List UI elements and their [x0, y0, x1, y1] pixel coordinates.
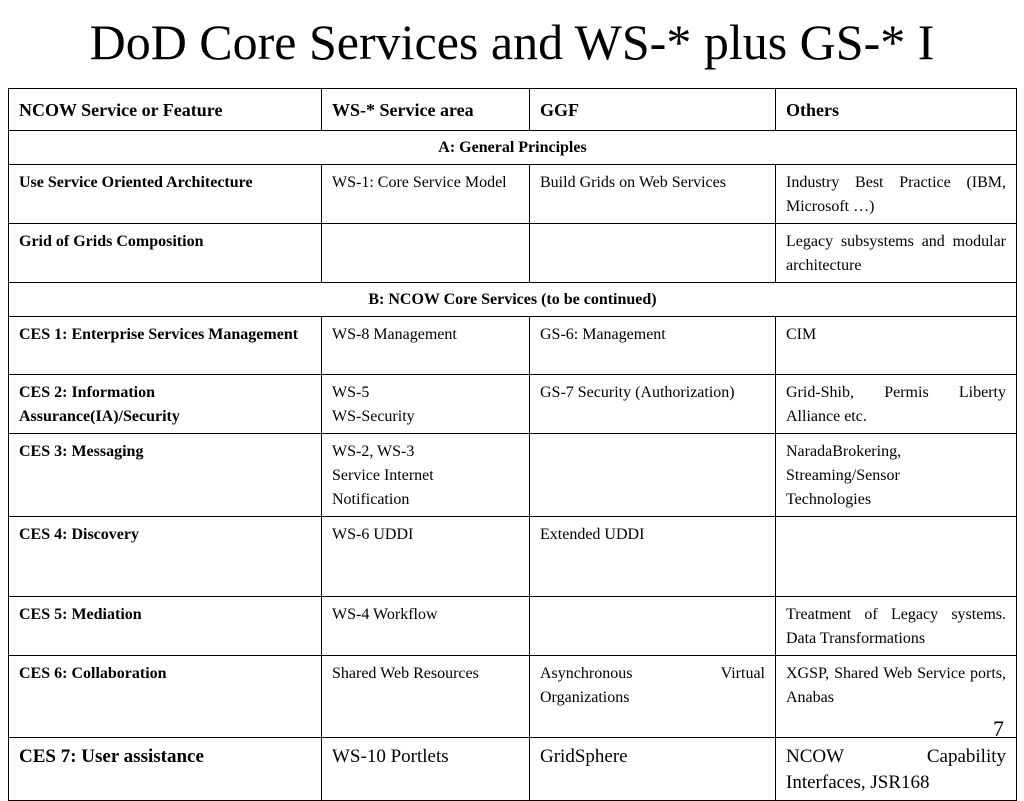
others-cell-line: Industry Best Practice (IBM, Microsoft ……: [786, 174, 1006, 215]
ggf-cell-line: GS-6: Management: [540, 326, 666, 343]
others-cell: [775, 516, 1017, 597]
others-cell: NaradaBrokering, Streaming/Sensor Technolo…: [775, 433, 1017, 517]
ws-cell: WS-5 WS-Security: [321, 374, 530, 434]
header-others: Others: [775, 88, 1017, 131]
others-cell: Grid-Shib, Permis Liberty Alliance etc.: [775, 374, 1017, 434]
ws-cell-line: Shared Web Resources: [332, 665, 479, 682]
ggf-cell: Build Grids on Web Services: [529, 164, 776, 224]
others-cell: XGSP, Shared Web Service ports, Anabas: [775, 655, 1017, 738]
ws-cell: WS-1: Core Service Model: [321, 164, 530, 224]
others-cell-line: NaradaBrokering,: [786, 443, 902, 460]
table-row: CES 5: Mediation WS-4 Workflow Treatment o…: [8, 596, 1017, 656]
ggf-cell: Asynchronous Virtual Organizations: [529, 655, 776, 738]
slide-title: DoD Core Services and WS-* plus GS-* I: [89, 14, 935, 70]
feature-cell: CES 1: Enterprise Services Management: [8, 316, 322, 375]
ggf-cell: [529, 223, 776, 283]
header-ggf: GGF: [529, 88, 776, 131]
ggf-cell: GS-6: Management: [529, 316, 776, 375]
section-row: B: NCOW Core Services (to be continued): [8, 282, 1017, 317]
ws-cell-line: WS-10 Portlets: [332, 746, 449, 767]
ws-cell-line: WS-4 Workflow: [332, 606, 438, 623]
others-cell-line: Technologies: [786, 491, 872, 508]
table-row: CES 2: Information Assurance(IA)/Securit…: [8, 374, 1017, 434]
ggf-cell: [529, 596, 776, 656]
others-cell-line: Grid-Shib, Permis Liberty Alliance etc.: [786, 384, 1006, 425]
others-cell-line: XGSP, Shared Web Service ports, Anabas: [786, 665, 1006, 706]
ggf-cell: GridSphere: [529, 737, 776, 801]
feature-cell: Grid of Grids Composition: [8, 223, 322, 283]
ggf-cell-line: Build Grids on Web Services: [540, 174, 726, 191]
others-cell-line: Treatment of Legacy systems. Data Transf…: [786, 606, 1006, 647]
section-heading: B: NCOW Core Services (to be continued): [8, 282, 1017, 317]
others-cell: Industry Best Practice (IBM, Microsoft ……: [775, 164, 1017, 224]
ggf-cell-line: GridSphere: [540, 746, 628, 767]
ws-cell: WS-6 UDDI: [321, 516, 530, 597]
feature-cell: CES 2: Information Assurance(IA)/Securit…: [8, 374, 322, 434]
ws-cell-line: WS-6 UDDI: [332, 526, 414, 543]
ggf-cell-line: Asynchronous Virtual Organizations: [540, 665, 765, 706]
table-row: CES 3: Messaging WS-2, WS-3 Service Intern…: [8, 433, 1017, 517]
services-table: NCOW Service or Feature WS-* Service are…: [8, 88, 1017, 801]
table-row: CES 6: Collaboration Shared Web Resources…: [8, 655, 1017, 738]
others-cell: Treatment of Legacy systems. Data Transf…: [775, 596, 1017, 656]
feature-cell: CES 7: User assistance: [8, 737, 322, 801]
section-heading: A: General Principles: [8, 130, 1017, 165]
ggf-cell: Extended UDDI: [529, 516, 776, 597]
feature-cell: CES 3: Messaging: [8, 433, 322, 517]
section-row: A: General Principles: [8, 130, 1017, 165]
table-row: CES 4: Discovery WS-6 UDDI Extended UDDI: [8, 516, 1017, 597]
table-row: Grid of Grids Composition Legacy subsyste…: [8, 223, 1017, 283]
others-cell: CIM: [775, 316, 1017, 375]
ws-cell-line: Notification: [332, 491, 410, 508]
header-row: NCOW Service or Feature WS-* Service are…: [8, 88, 1017, 131]
ws-cell-line: WS-1: Core Service Model: [332, 174, 507, 191]
others-cell: Legacy subsystems and modular architectu…: [775, 223, 1017, 283]
ggf-cell: [529, 433, 776, 517]
ws-cell: Shared Web Resources: [321, 655, 530, 738]
ws-cell-line: WS-5: [332, 384, 370, 401]
table-row: CES 7: User assistance WS-10 Portlets Grid…: [8, 737, 1017, 801]
ggf-cell-line: GS-7 Security (Authorization): [540, 384, 735, 401]
ws-cell: [321, 223, 530, 283]
others-cell: NCOW Capability Interfaces, JSR168: [775, 737, 1017, 801]
ws-cell: WS-2, WS-3 Service Internet Notification: [321, 433, 530, 517]
header-ncow-service: NCOW Service or Feature: [8, 88, 322, 131]
ws-cell: WS-4 Workflow: [321, 596, 530, 656]
ggf-cell-line: Extended UDDI: [540, 526, 645, 543]
others-cell-line: Streaming/Sensor: [786, 467, 900, 484]
ws-cell-line: WS-Security: [332, 408, 415, 425]
feature-cell: CES 5: Mediation: [8, 596, 322, 656]
others-cell-line: NCOW Capability Interfaces, JSR168: [786, 746, 1006, 793]
table-row: CES 1: Enterprise Services Management WS-…: [8, 316, 1017, 375]
feature-cell: CES 6: Collaboration: [8, 655, 322, 738]
feature-cell: Use Service Oriented Architecture: [8, 164, 322, 224]
header-ws-service-area: WS-* Service area: [321, 88, 530, 131]
ggf-cell: GS-7 Security (Authorization): [529, 374, 776, 434]
ws-cell-line: WS-2, WS-3: [332, 443, 415, 460]
ws-cell-line: Service Internet: [332, 467, 434, 484]
ws-cell: WS-8 Management: [321, 316, 530, 375]
table-row: Use Service Oriented Architecture WS-1: C…: [8, 164, 1017, 224]
table-body: NCOW Service or Feature WS-* Service are…: [8, 88, 1017, 801]
others-cell-line: Legacy subsystems and modular architectu…: [786, 233, 1006, 274]
page-number: 7: [993, 716, 1004, 741]
ws-cell-line: WS-8 Management: [332, 326, 457, 343]
others-cell-line: CIM: [786, 326, 817, 343]
ws-cell: WS-10 Portlets: [321, 737, 530, 801]
feature-cell: CES 4: Discovery: [8, 516, 322, 597]
